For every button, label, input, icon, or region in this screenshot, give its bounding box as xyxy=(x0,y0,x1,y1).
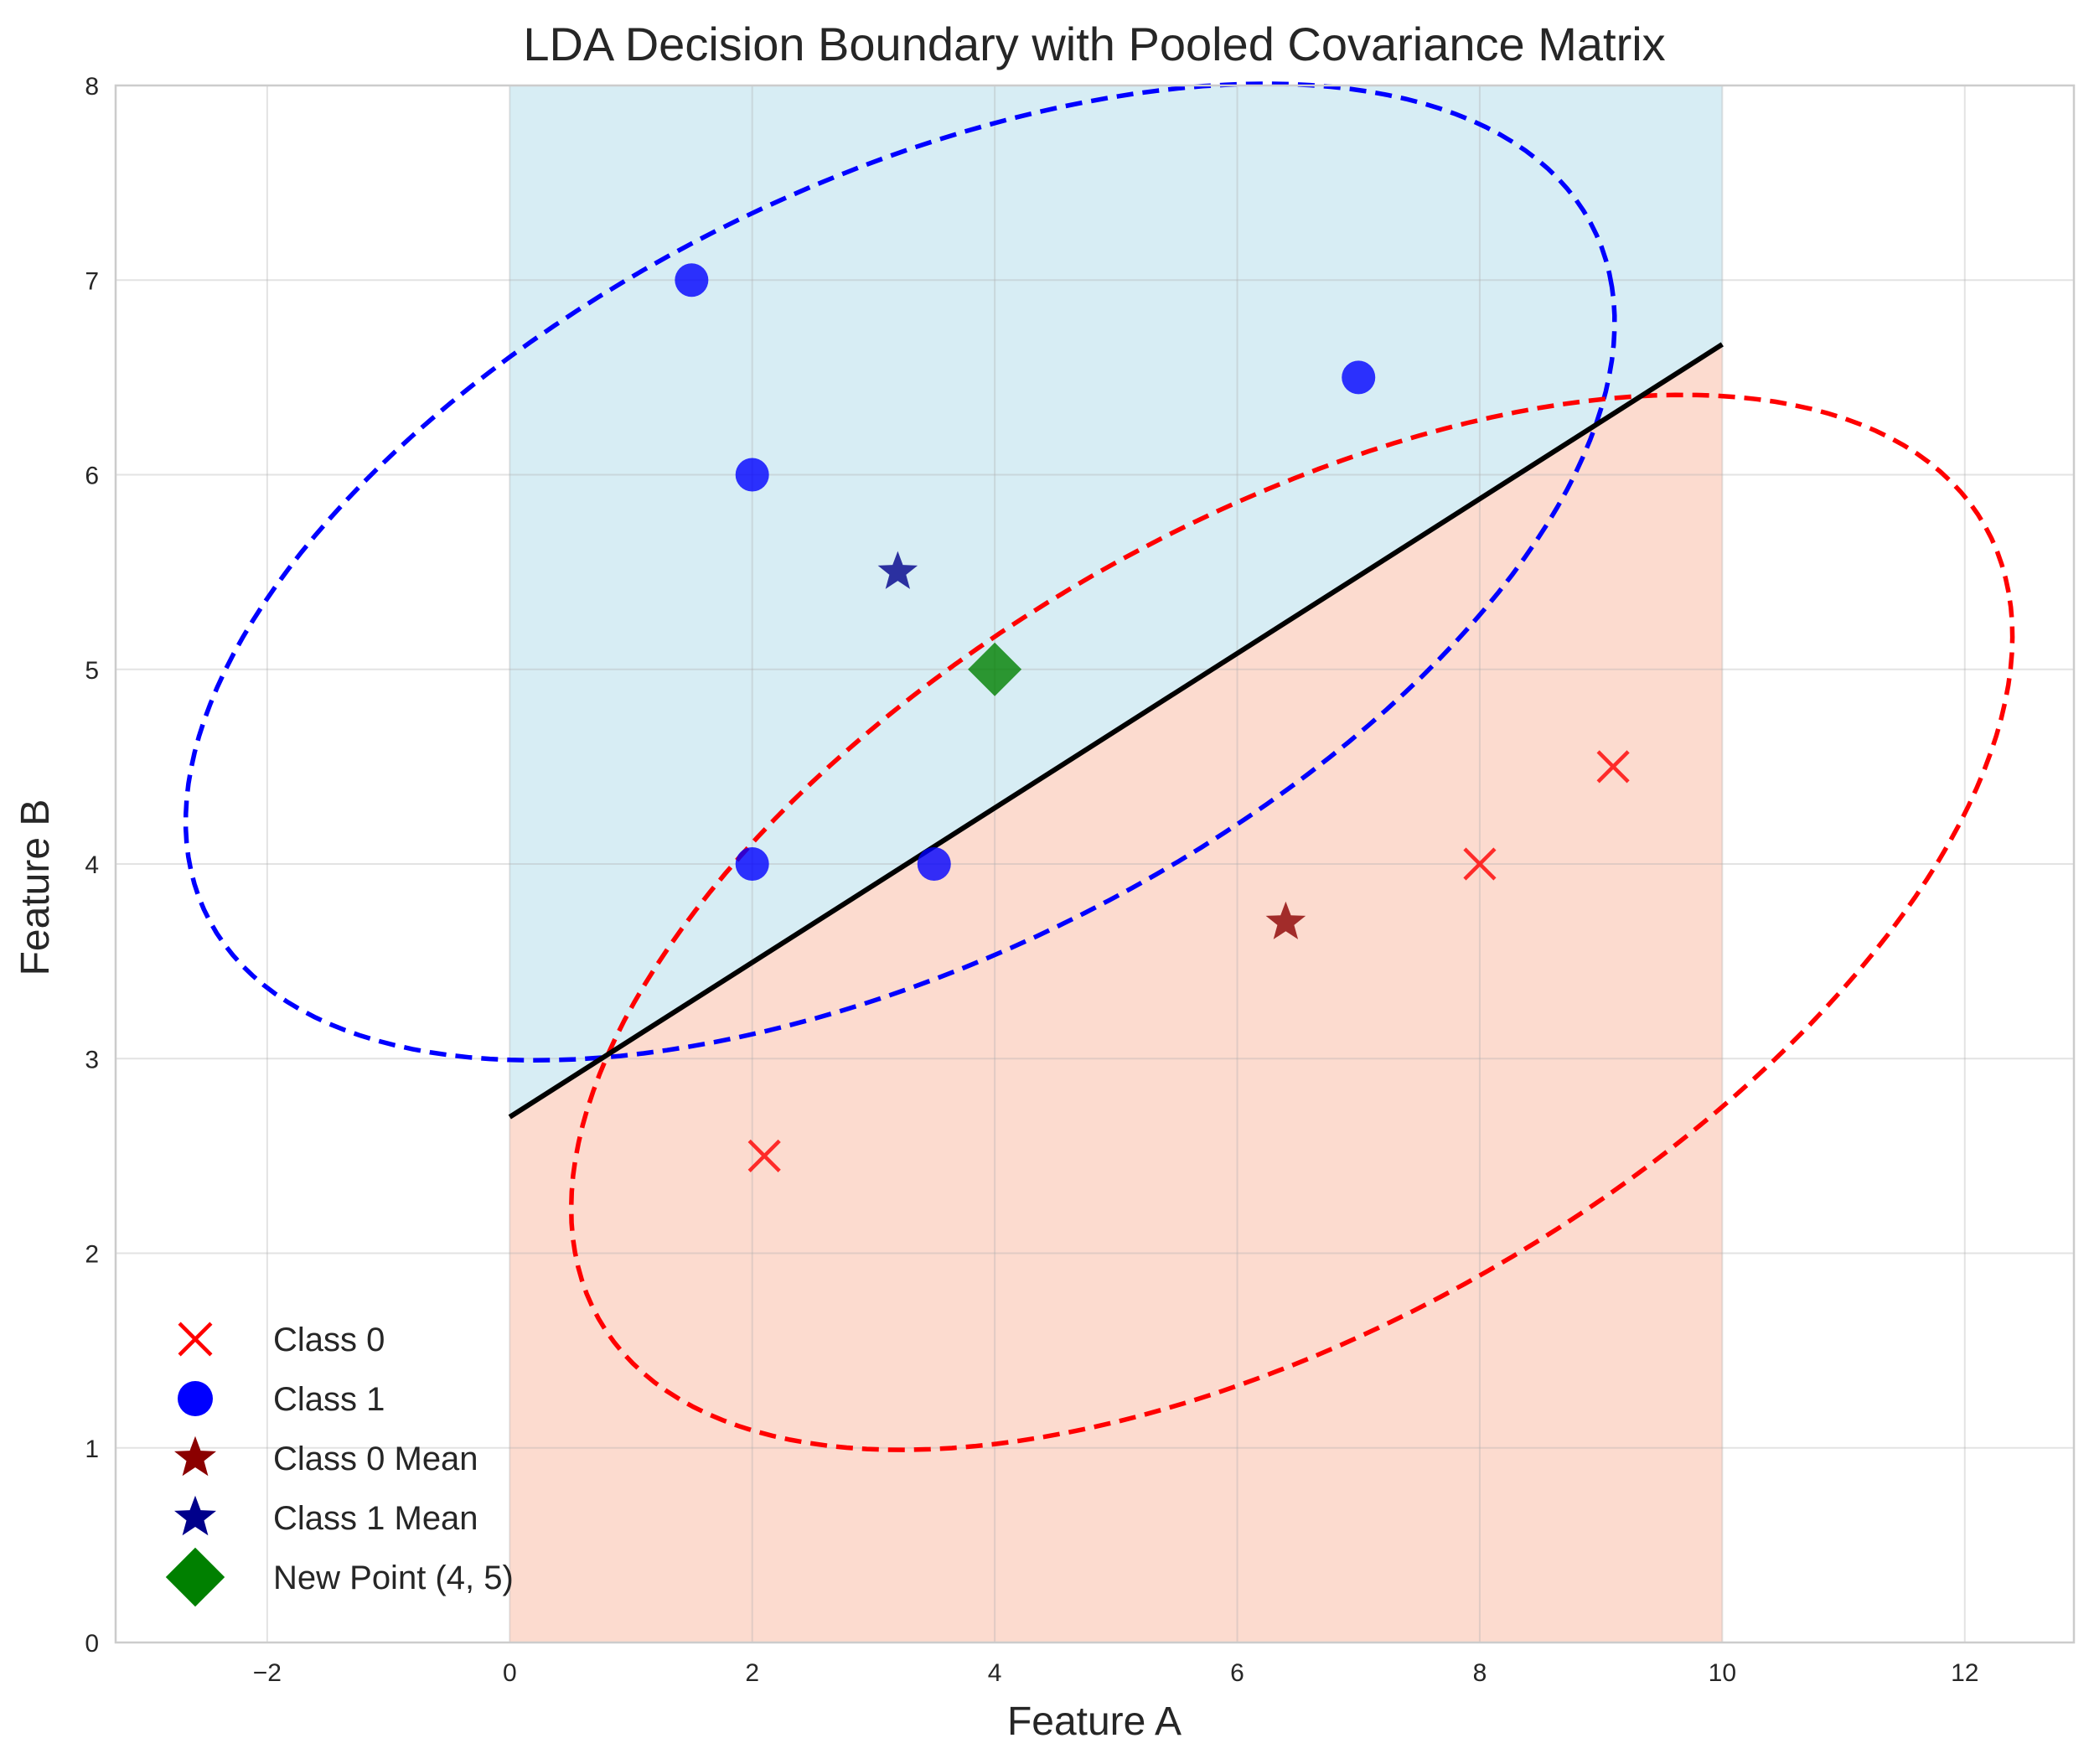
legend-label-class-0: Class 0 xyxy=(273,1322,385,1358)
legend-label-class-0-mean: Class 0 Mean xyxy=(273,1441,478,1477)
y-axis-label: Feature B xyxy=(13,799,58,976)
region-class-0 xyxy=(509,344,1723,1642)
x-tick-label: 10 xyxy=(1709,1659,1736,1687)
x-tick-label: 12 xyxy=(1951,1659,1978,1687)
x-marker-stroke xyxy=(1596,750,1630,784)
y-tick-label: 7 xyxy=(85,267,99,295)
x-tick-label: 8 xyxy=(1473,1659,1487,1687)
axes-frame xyxy=(114,84,2076,1644)
class-0-mean-marker xyxy=(1265,901,1306,939)
class-1-marker xyxy=(917,847,951,881)
legend-label-new-point-4-5: New Point (4, 5) xyxy=(273,1560,514,1596)
class-1-marker xyxy=(735,847,769,881)
legend-marker-class-1-mean xyxy=(174,1495,216,1536)
y-tick-label: 6 xyxy=(85,463,99,490)
y-tick-label: 1 xyxy=(85,1436,99,1463)
axes-border xyxy=(114,84,2076,1644)
y-tick-label: 5 xyxy=(85,657,99,685)
boundary-line xyxy=(508,342,1724,1120)
x-marker-stroke xyxy=(1463,847,1497,881)
class-0-marker xyxy=(747,1139,781,1172)
y-tick-label: 4 xyxy=(85,851,99,879)
ellipse-class-0 xyxy=(568,392,2015,1452)
legend-marker-class-0 xyxy=(178,1322,213,1357)
x-tick-label: 6 xyxy=(1230,1659,1244,1687)
x-axis-label: Feature A xyxy=(1007,1699,1182,1744)
y-tick-label: 0 xyxy=(85,1630,99,1658)
class-1-marker xyxy=(1342,360,1376,395)
x-tick-label: −2 xyxy=(253,1659,282,1687)
x-marker-stroke xyxy=(178,1322,213,1357)
legend-marker-new-point-4-5 xyxy=(165,1547,225,1607)
y-tick-label: 8 xyxy=(85,73,99,101)
legend-label-class-1-mean: Class 1 Mean xyxy=(273,1500,478,1537)
new-point-4-5-marker xyxy=(968,642,1022,696)
class-1-mean-marker xyxy=(877,551,918,589)
x-marker-stroke xyxy=(747,1139,781,1172)
class-regions xyxy=(509,85,1723,1642)
legend-label-class-1: Class 1 xyxy=(273,1381,385,1418)
class-0-marker xyxy=(1596,750,1630,784)
legend-marker-class-1 xyxy=(178,1381,213,1416)
legend-marker-class-0-mean xyxy=(174,1436,216,1477)
class-0-marker xyxy=(1463,847,1497,881)
data-points xyxy=(675,263,1630,1172)
decision-boundary xyxy=(508,342,1724,1120)
class-1-marker xyxy=(735,458,769,492)
x-tick-label: 0 xyxy=(503,1659,517,1687)
x-tick-label: 4 xyxy=(988,1659,1002,1687)
region-class-1 xyxy=(509,85,1723,1117)
y-tick-label: 2 xyxy=(85,1241,99,1269)
x-tick-labels: −2 0 2 4 6 8 10 12 xyxy=(253,1659,1979,1687)
legend: Class 0 Class 1 Class 0 Mean Class 1 Mean Ne… xyxy=(165,1322,514,1607)
y-tick-labels: 0 1 2 3 4 5 6 7 8 xyxy=(85,73,99,1658)
class-1-marker xyxy=(675,263,709,297)
chart-title: LDA Decision Boundary with Pooled Covari… xyxy=(523,18,1665,70)
x-tick-label: 2 xyxy=(745,1659,759,1687)
y-tick-label: 3 xyxy=(85,1046,99,1073)
